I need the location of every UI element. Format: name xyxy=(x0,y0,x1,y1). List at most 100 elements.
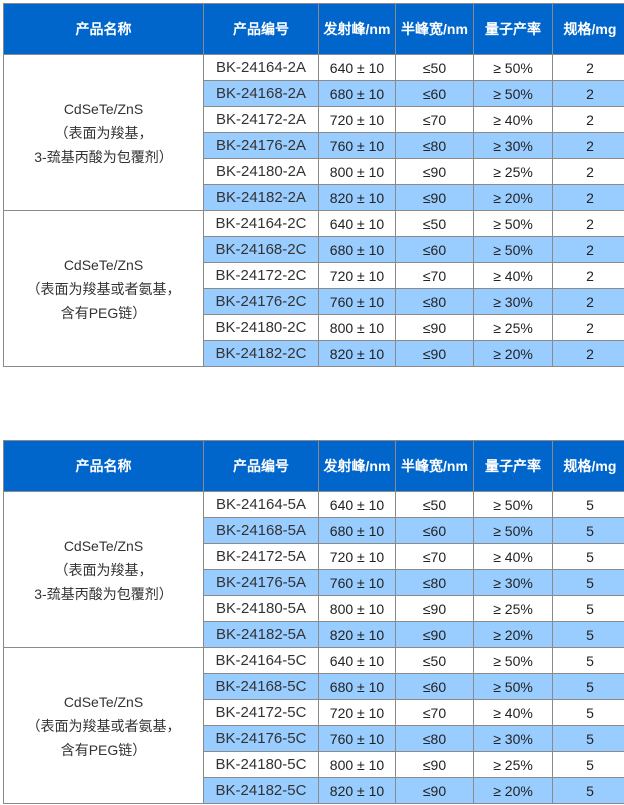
emission-peak-cell: 680 ± 10 xyxy=(318,236,396,263)
product-name-cell: CdSeTe/ZnS （表面为羧基， 3-巯基丙酸为包覆剂） xyxy=(3,491,204,648)
spec-cell: 5 xyxy=(552,751,624,778)
spec-cell: 2 xyxy=(552,288,624,315)
spec-cell: 5 xyxy=(552,569,624,596)
emission-peak-cell: 800 ± 10 xyxy=(318,595,396,622)
quantum-yield-cell: ≥ 40% xyxy=(473,262,553,289)
product-code-cell: BK-24164-2A xyxy=(203,54,319,81)
spec-cell: 2 xyxy=(552,236,624,263)
spec-cell: 5 xyxy=(552,543,624,570)
table-row: CdSeTe/ZnS （表面为羧基或者氨基， 含有PEG链） BK-24164-5C 6… xyxy=(3,647,624,804)
quantum-yield-cell: ≥ 20% xyxy=(473,340,553,367)
quantum-yield-cell: ≥ 50% xyxy=(473,517,553,544)
fwhm-cell: ≤60 xyxy=(395,236,474,263)
header-row: 产品名称 产品编号 发射峰/nm 半峰宽/nm 量子产率 规格/mg xyxy=(3,440,624,492)
fwhm-cell: ≤80 xyxy=(395,725,474,752)
spec-cell: 2 xyxy=(552,54,624,81)
header-product-name: 产品名称 xyxy=(3,440,204,492)
quantum-yield-cell: ≥ 50% xyxy=(473,210,553,237)
product-table-1: 产品名称 产品编号 发射峰/nm 半峰宽/nm 量子产率 规格/mg CdSeTe/ZnS （… xyxy=(3,3,624,367)
table-row: BK-24182-5A 820 ± 10 ≤90 ≥ 20% 5 xyxy=(4,621,624,648)
emission-peak-cell: 820 ± 10 xyxy=(318,777,396,804)
quantum-yield-cell: ≥ 50% xyxy=(473,673,553,700)
table-row: BK-24182-2A 820 ± 10 ≤90 ≥ 20% 2 xyxy=(4,184,624,211)
quantum-yield-cell: ≥ 30% xyxy=(473,569,553,596)
fwhm-cell: ≤90 xyxy=(395,340,474,367)
emission-peak-cell: 800 ± 10 xyxy=(318,314,396,341)
product-table-2: 产品名称 产品编号 发射峰/nm 半峰宽/nm 量子产率 规格/mg CdSeTe/ZnS （… xyxy=(3,440,624,804)
product-code-cell: BK-24182-5A xyxy=(203,621,319,648)
spec-cell: 2 xyxy=(552,262,624,289)
fwhm-cell: ≤50 xyxy=(395,54,474,81)
emission-peak-cell: 760 ± 10 xyxy=(318,132,396,159)
table-row: BK-24168-2C 680 ± 10 ≤60 ≥ 50% 2 xyxy=(4,236,624,263)
header-product-name: 产品名称 xyxy=(3,3,204,55)
product-name-line: 含有PEG链） xyxy=(60,741,147,758)
table-row: BK-24172-5A 720 ± 10 ≤70 ≥ 40% 5 xyxy=(4,543,624,570)
emission-peak-cell: 800 ± 10 xyxy=(318,158,396,185)
product-name-line: CdSeTe/ZnS xyxy=(63,693,144,710)
table-row: BK-24172-2C 720 ± 10 ≤70 ≥ 40% 2 xyxy=(4,262,624,289)
header-fwhm: 半峰宽/nm xyxy=(395,3,474,55)
table-row: BK-24176-5C 760 ± 10 ≤80 ≥ 30% 5 xyxy=(4,725,624,752)
spec-cell: 5 xyxy=(552,517,624,544)
table-row: BK-24180-5A 800 ± 10 ≤90 ≥ 25% 5 xyxy=(4,595,624,622)
quantum-yield-cell: ≥ 50% xyxy=(473,54,553,81)
emission-peak-cell: 640 ± 10 xyxy=(318,210,396,237)
product-name-line: CdSeTe/ZnS xyxy=(63,256,144,273)
product-name-line: （表面为羧基或者氨基， xyxy=(26,280,181,297)
product-code-cell: BK-24172-2C xyxy=(203,262,319,289)
table-row: BK-24168-2A 680 ± 10 ≤60 ≥ 50% 2 xyxy=(4,80,624,107)
quantum-yield-cell: ≥ 25% xyxy=(473,314,553,341)
header-fwhm: 半峰宽/nm xyxy=(395,440,474,492)
spec-cell: 5 xyxy=(552,777,624,804)
table-row: CdSeTe/ZnS （表面为羧基， 3-巯基丙酸为包覆剂） BK-24164-2A 6… xyxy=(3,54,624,211)
product-code-cell: BK-24180-5A xyxy=(203,595,319,622)
quantum-yield-cell: ≥ 50% xyxy=(473,491,553,518)
product-name-cell: CdSeTe/ZnS （表面为羧基或者氨基， 含有PEG链） xyxy=(3,210,204,367)
table-row: BK-24180-2C 800 ± 10 ≤90 ≥ 25% 2 xyxy=(4,314,624,341)
fwhm-cell: ≤80 xyxy=(395,288,474,315)
product-name-cell: CdSeTe/ZnS （表面为羧基， 3-巯基丙酸为包覆剂） xyxy=(3,54,204,211)
fwhm-cell: ≤60 xyxy=(395,80,474,107)
header-emission-peak: 发射峰/nm xyxy=(318,3,396,55)
product-code-cell: BK-24180-5C xyxy=(203,751,319,778)
spec-cell: 5 xyxy=(552,491,624,518)
header-quantum-yield: 量子产率 xyxy=(473,3,553,55)
spec-cell: 5 xyxy=(552,699,624,726)
emission-peak-cell: 760 ± 10 xyxy=(318,569,396,596)
fwhm-cell: ≤60 xyxy=(395,517,474,544)
emission-peak-cell: 720 ± 10 xyxy=(318,543,396,570)
quantum-yield-cell: ≥ 50% xyxy=(473,236,553,263)
spec-cell: 2 xyxy=(552,158,624,185)
quantum-yield-cell: ≥ 20% xyxy=(473,777,553,804)
product-name-line: 3-巯基丙酸为包覆剂） xyxy=(34,585,173,602)
spec-cell: 5 xyxy=(552,621,624,648)
fwhm-cell: ≤90 xyxy=(395,314,474,341)
product-code-cell: BK-24182-2A xyxy=(203,184,319,211)
emission-peak-cell: 680 ± 10 xyxy=(318,673,396,700)
header-quantum-yield: 量子产率 xyxy=(473,440,553,492)
fwhm-cell: ≤50 xyxy=(395,647,474,674)
spec-cell: 5 xyxy=(552,647,624,674)
emission-peak-cell: 640 ± 10 xyxy=(318,647,396,674)
fwhm-cell: ≤50 xyxy=(395,210,474,237)
fwhm-cell: ≤70 xyxy=(395,106,474,133)
product-code-cell: BK-24182-2C xyxy=(203,340,319,367)
emission-peak-cell: 760 ± 10 xyxy=(318,288,396,315)
quantum-yield-cell: ≥ 50% xyxy=(473,647,553,674)
product-name-line: （表面为羧基， xyxy=(54,561,153,578)
product-code-cell: BK-24180-2A xyxy=(203,158,319,185)
spec-cell: 2 xyxy=(552,184,624,211)
fwhm-cell: ≤90 xyxy=(395,595,474,622)
emission-peak-cell: 640 ± 10 xyxy=(318,54,396,81)
product-name-line: 含有PEG链） xyxy=(60,304,147,321)
product-code-cell: BK-24172-5A xyxy=(203,543,319,570)
header-product-code: 产品编号 xyxy=(203,440,319,492)
fwhm-cell: ≤90 xyxy=(395,158,474,185)
fwhm-cell: ≤70 xyxy=(395,543,474,570)
table-row: BK-24168-5A 680 ± 10 ≤60 ≥ 50% 5 xyxy=(4,517,624,544)
table-row: BK-24180-2A 800 ± 10 ≤90 ≥ 25% 2 xyxy=(4,158,624,185)
spec-cell: 5 xyxy=(552,595,624,622)
fwhm-cell: ≤90 xyxy=(395,751,474,778)
table-row: BK-24182-2C 820 ± 10 ≤90 ≥ 20% 2 xyxy=(4,340,624,367)
